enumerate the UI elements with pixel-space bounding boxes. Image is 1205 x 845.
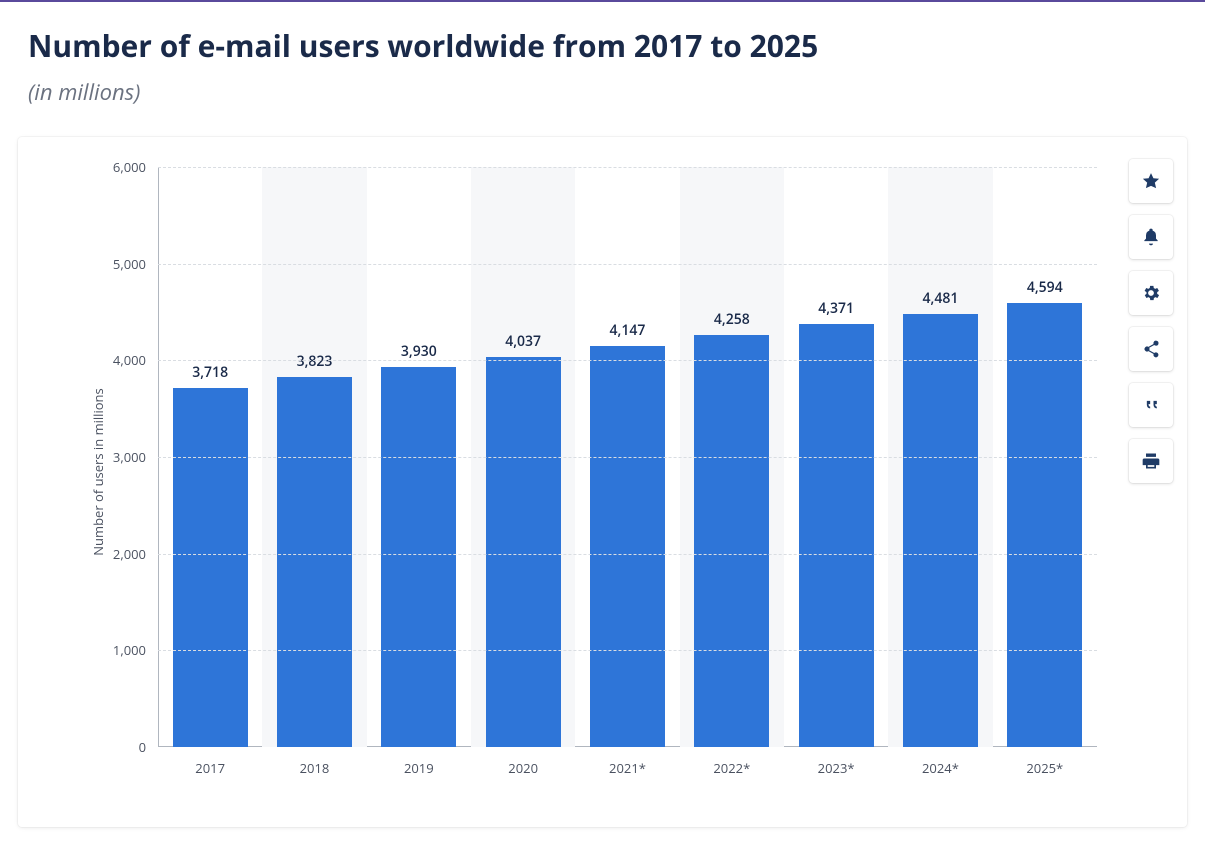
y-tick-label: 5,000: [113, 255, 146, 273]
y-tick-label: 3,000: [113, 448, 146, 466]
settings-button[interactable]: [1129, 271, 1173, 315]
bar-value-label: 3,718: [192, 363, 228, 382]
bar-value-label: 4,147: [610, 321, 646, 340]
bar[interactable]: 4,037: [486, 357, 561, 747]
gridline: [158, 264, 1097, 265]
bar-value-label: 4,037: [505, 332, 541, 351]
x-tick-label: 2025*: [1026, 759, 1063, 777]
bar[interactable]: 3,823: [277, 377, 352, 747]
x-tick-label: 2023*: [818, 759, 855, 777]
x-tick-label: 2018: [300, 759, 330, 777]
bar[interactable]: 4,371: [799, 324, 874, 747]
gear-icon: [1141, 283, 1161, 303]
bar-value-label: 4,594: [1027, 278, 1063, 297]
gridline: [158, 457, 1097, 458]
bar-value-label: 3,930: [401, 342, 437, 361]
x-tick-label: 2022*: [713, 759, 750, 777]
bar-value-label: 4,371: [818, 299, 854, 318]
y-tick-label: 1,000: [113, 641, 146, 659]
bar[interactable]: 4,147: [590, 346, 665, 747]
plot-area: 3,71820173,82320183,93020194,03720204,14…: [158, 167, 1097, 747]
gridline: [158, 554, 1097, 555]
x-tick-label: 2019: [404, 759, 434, 777]
bar-value-label: 4,258: [714, 310, 750, 329]
y-tick-label: 0: [139, 738, 146, 756]
chart-subtitle: (in millions): [28, 77, 1177, 107]
bar[interactable]: 4,481: [903, 314, 978, 747]
gridline: [158, 650, 1097, 651]
chart-header: Number of e-mail users worldwide from 20…: [0, 2, 1205, 117]
y-tick-label: 6,000: [113, 158, 146, 176]
y-tick-label: 2,000: [113, 545, 146, 563]
print-icon: [1141, 451, 1161, 471]
bar[interactable]: 4,594: [1007, 303, 1082, 747]
favorite-button[interactable]: [1129, 159, 1173, 203]
chart-toolbar: [1129, 159, 1173, 483]
bar[interactable]: 4,258: [694, 335, 769, 747]
x-tick-label: 2021*: [609, 759, 646, 777]
share-button[interactable]: [1129, 327, 1173, 371]
star-icon: [1141, 171, 1161, 191]
gridline: [158, 360, 1097, 361]
y-axis-label: Number of users in millions: [89, 388, 107, 555]
bar[interactable]: 3,718: [173, 388, 248, 747]
chart-title: Number of e-mail users worldwide from 20…: [28, 26, 1177, 65]
bar-value-label: 4,481: [923, 289, 959, 308]
y-tick-label: 4,000: [113, 351, 146, 369]
x-tick-label: 2020: [508, 759, 538, 777]
chart-card: Number of users in millions 3,71820173,8…: [18, 137, 1187, 827]
cite-button[interactable]: [1129, 383, 1173, 427]
gridline: [158, 167, 1097, 168]
print-button[interactable]: [1129, 439, 1173, 483]
quote-icon: [1141, 395, 1161, 415]
x-tick-label: 2024*: [922, 759, 959, 777]
chart-area: Number of users in millions 3,71820173,8…: [98, 167, 1097, 777]
bar-value-label: 3,823: [297, 352, 333, 371]
share-icon: [1141, 339, 1161, 359]
bell-icon: [1141, 227, 1161, 247]
x-tick-label: 2017: [195, 759, 225, 777]
bar[interactable]: 3,930: [381, 367, 456, 747]
notify-button[interactable]: [1129, 215, 1173, 259]
